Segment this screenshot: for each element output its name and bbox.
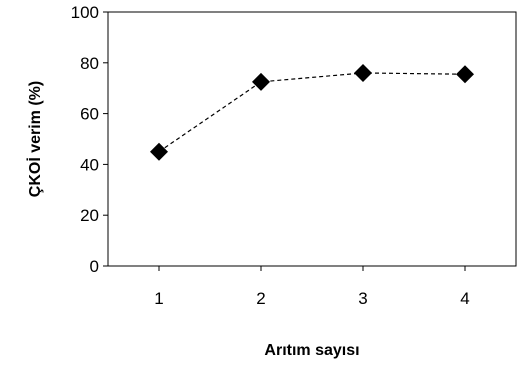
y-tick-label: 80 [80,54,99,73]
x-tick-label: 2 [256,289,265,308]
data-point-marker [150,142,168,161]
data-point-marker [252,72,270,91]
x-axis-title: Arıtım sayısı [264,342,359,359]
data-point-marker [354,63,372,82]
x-axis: 1 2 3 4 [154,266,470,308]
y-tick-label: 100 [71,3,99,22]
series-line [158,72,466,153]
y-tick-label: 40 [80,155,99,174]
series-layer [150,63,474,161]
plot-frame [107,11,517,267]
y-axis-title: ÇKOİ verim (%) [26,81,44,197]
y-tick-label: 0 [90,257,99,276]
x-tick-label: 1 [154,289,163,308]
y-axis: 0 20 40 60 80 100 [71,3,108,276]
data-point-marker [456,65,474,84]
x-tick-label: 3 [358,289,367,308]
y-tick-label: 20 [80,206,99,225]
y-tick-label: 60 [80,105,99,124]
x-tick-label: 4 [460,289,469,308]
